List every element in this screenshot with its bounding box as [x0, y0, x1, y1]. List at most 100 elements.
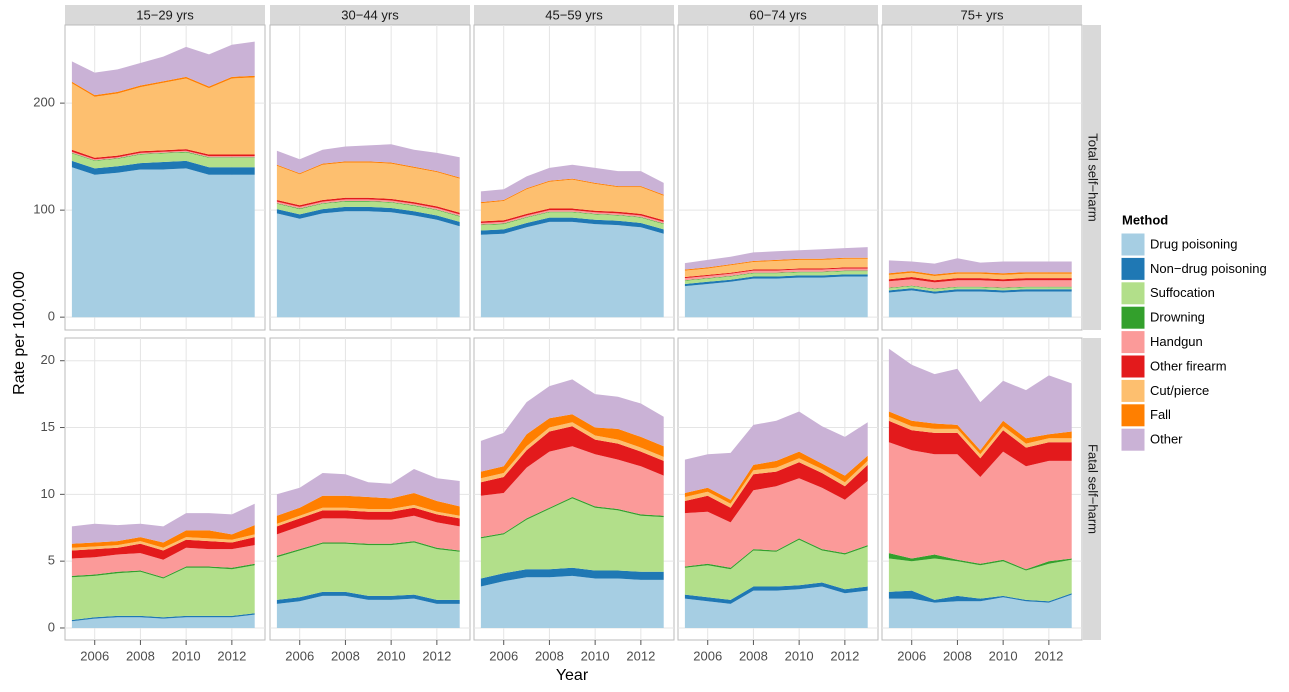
area [684, 274, 868, 287]
area [71, 149, 255, 160]
legend-key [1120, 403, 1146, 428]
area [276, 211, 460, 318]
area [684, 247, 868, 270]
area [276, 507, 460, 535]
y-tick-label: 0 [48, 619, 55, 634]
area [276, 493, 460, 524]
area [71, 537, 255, 560]
area [684, 458, 868, 508]
area [888, 277, 1072, 283]
area [888, 420, 1072, 477]
area [480, 414, 664, 479]
area [71, 77, 255, 158]
area [480, 221, 664, 318]
x-axis-title: Year [556, 667, 589, 684]
y-axis-title: Rate per 100,000 [11, 271, 28, 395]
row-strip [1083, 338, 1101, 640]
x-tick-label: 2006 [693, 648, 722, 663]
area [684, 582, 868, 604]
area [276, 591, 460, 604]
area [480, 498, 664, 579]
area [480, 379, 664, 472]
area [684, 451, 868, 504]
area [888, 271, 1072, 276]
area [684, 586, 868, 628]
x-tick-label: 2010 [989, 648, 1018, 663]
area [888, 590, 1072, 603]
area [480, 497, 664, 539]
area [71, 534, 255, 551]
area [71, 152, 255, 169]
area [71, 150, 255, 161]
y-tick-label: 10 [41, 486, 55, 501]
area [684, 539, 868, 600]
x-tick-label: 2012 [422, 648, 451, 663]
x-tick-label: 2012 [217, 648, 246, 663]
area [480, 217, 664, 235]
area [888, 558, 1072, 602]
column-strip [270, 5, 470, 25]
legend-key [1120, 427, 1146, 452]
area [684, 478, 868, 568]
area [480, 164, 664, 203]
area [684, 276, 868, 318]
column-strip [882, 5, 1082, 25]
area [684, 271, 868, 284]
legend-key [1120, 305, 1146, 330]
area [276, 144, 460, 178]
x-tick-label: 2012 [830, 648, 859, 663]
area [888, 258, 1072, 275]
legend-label: Drowning [1150, 310, 1205, 325]
area [480, 575, 664, 628]
area [888, 348, 1072, 451]
area [71, 75, 255, 97]
x-tick-label: 2006 [285, 648, 314, 663]
x-tick-label: 2008 [331, 648, 360, 663]
area [71, 41, 255, 96]
area [71, 167, 255, 318]
x-tick-label: 2008 [943, 648, 972, 663]
area [71, 151, 255, 161]
area [276, 541, 460, 558]
area [684, 258, 868, 277]
area [276, 469, 460, 516]
area [71, 503, 255, 544]
row-strip [1083, 25, 1101, 330]
area [888, 288, 1072, 294]
legend-key [1120, 330, 1146, 355]
area [888, 442, 1072, 570]
x-tick-label: 2010 [172, 648, 201, 663]
area [480, 210, 664, 225]
area [276, 206, 460, 227]
legend-label: Handgun [1150, 334, 1203, 349]
x-tick-label: 2008 [535, 648, 564, 663]
area [276, 542, 460, 600]
area [480, 426, 664, 496]
area [276, 595, 460, 628]
area [276, 162, 460, 213]
area [480, 446, 664, 538]
y-tick-label: 0 [48, 309, 55, 324]
legend-key [1120, 256, 1146, 281]
legend-label: Other [1150, 432, 1183, 447]
column-strip-label: 75+ yrs [961, 7, 1004, 22]
area [480, 212, 664, 231]
area [888, 594, 1072, 628]
area [71, 613, 255, 622]
area [71, 563, 255, 579]
x-tick-label: 2010 [785, 648, 814, 663]
area [684, 257, 868, 271]
legend-label: Fall [1150, 407, 1171, 422]
row-strip-label: Fatal self−harm [1086, 444, 1101, 534]
x-tick-label: 2008 [739, 648, 768, 663]
area [71, 545, 255, 578]
column-strip-label: 30−44 yrs [341, 7, 399, 22]
row-strip-label: Total self−harm [1086, 133, 1101, 222]
area [888, 411, 1072, 455]
legend-key [1120, 378, 1146, 403]
area [480, 422, 664, 483]
legend-label: Non−drug poisoning [1150, 261, 1267, 276]
area [684, 411, 868, 500]
area [684, 267, 868, 279]
